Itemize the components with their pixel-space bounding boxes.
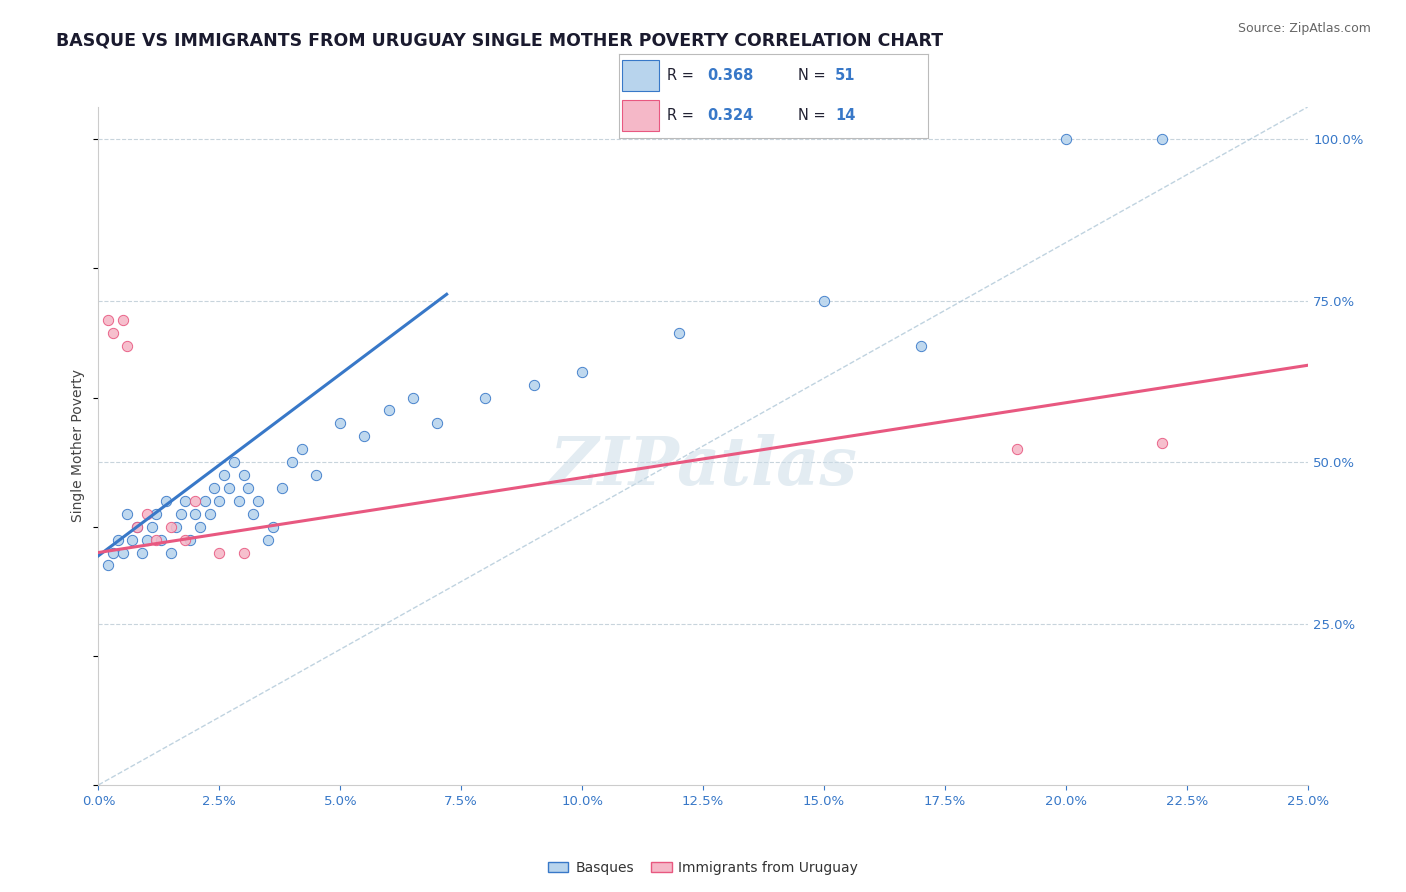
Point (218, 481, 240, 495)
Point (910, 339, 932, 353)
Point (232, 468, 254, 483)
Point (402, 391, 425, 405)
Text: R =: R = (666, 108, 699, 123)
Text: 14: 14 (835, 108, 855, 123)
Point (329, 417, 352, 431)
Point (290, 442, 312, 457)
Point (523, 377, 546, 392)
Point (127, 519, 149, 533)
Point (194, 494, 217, 508)
Point (571, 365, 593, 379)
Point (127, 519, 149, 533)
Y-axis label: Single Mother Poverty: Single Mother Poverty (72, 369, 86, 523)
Point (238, 481, 260, 495)
Point (160, 519, 183, 533)
Point (212, 468, 235, 483)
Point (174, 494, 197, 508)
Point (377, 403, 399, 417)
Legend: Basques, Immigrants from Uruguay: Basques, Immigrants from Uruguay (543, 855, 863, 880)
Point (135, 533, 157, 547)
Point (204, 481, 226, 495)
Point (262, 519, 284, 533)
Text: ZIPatlas: ZIPatlas (550, 434, 856, 499)
Point (1152, 435, 1174, 450)
Point (165, 519, 187, 533)
Point (150, 533, 173, 547)
Text: 51: 51 (835, 68, 856, 83)
Point (101, 326, 124, 340)
Point (97, 313, 120, 327)
Point (184, 494, 207, 508)
Point (281, 455, 304, 469)
Point (305, 468, 328, 483)
Point (1007, 442, 1029, 457)
Point (1054, 132, 1077, 146)
Point (184, 507, 207, 521)
Point (271, 481, 294, 495)
Text: N =: N = (799, 108, 831, 123)
Point (256, 533, 278, 547)
Point (1152, 132, 1174, 146)
Point (208, 545, 231, 559)
Point (117, 507, 139, 521)
Point (131, 545, 153, 559)
Point (208, 494, 231, 508)
Point (232, 545, 254, 559)
Text: N =: N = (799, 68, 831, 83)
Point (242, 507, 264, 521)
Point (426, 417, 449, 431)
Point (101, 545, 124, 559)
Point (668, 326, 690, 340)
FancyBboxPatch shape (621, 61, 659, 91)
Point (353, 429, 375, 443)
Point (474, 391, 496, 405)
Point (97, 558, 120, 573)
Point (179, 533, 201, 547)
Point (188, 519, 211, 533)
FancyBboxPatch shape (621, 100, 659, 130)
Point (135, 507, 157, 521)
Text: BASQUE VS IMMIGRANTS FROM URUGUAY SINGLE MOTHER POVERTY CORRELATION CHART: BASQUE VS IMMIGRANTS FROM URUGUAY SINGLE… (56, 31, 943, 49)
Point (160, 545, 183, 559)
Point (111, 313, 134, 327)
Point (111, 545, 134, 559)
Point (107, 533, 129, 547)
Point (121, 533, 143, 547)
Text: R =: R = (666, 68, 699, 83)
Point (228, 494, 250, 508)
Point (145, 507, 167, 521)
Point (169, 507, 191, 521)
Point (198, 507, 221, 521)
Point (141, 519, 163, 533)
Text: 0.324: 0.324 (707, 108, 754, 123)
Point (813, 293, 835, 308)
Point (155, 494, 177, 508)
Point (174, 533, 197, 547)
Point (247, 494, 270, 508)
Point (222, 455, 245, 469)
Text: Source: ZipAtlas.com: Source: ZipAtlas.com (1237, 22, 1371, 36)
Text: 0.368: 0.368 (707, 68, 754, 83)
Point (145, 533, 167, 547)
Point (117, 339, 139, 353)
